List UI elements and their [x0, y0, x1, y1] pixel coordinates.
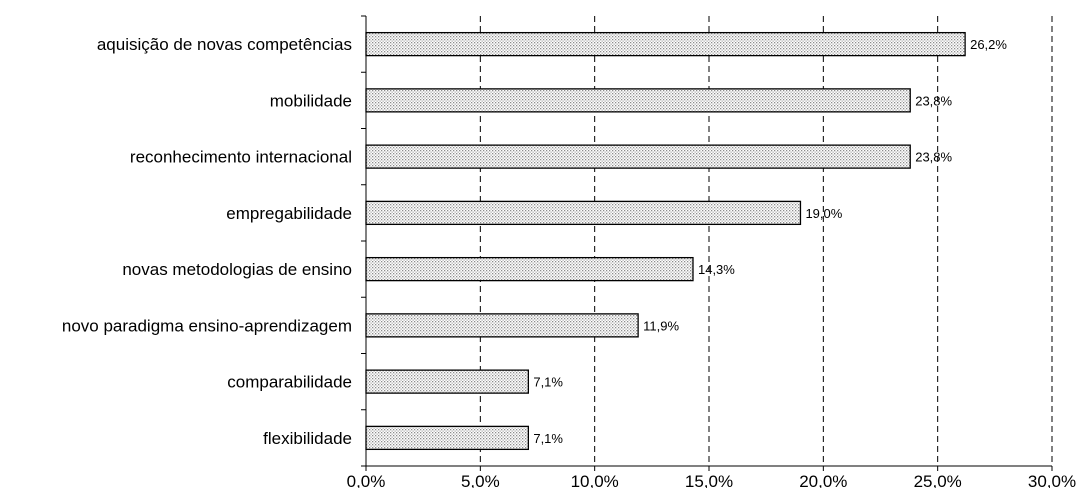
category-label-0: aquisição de novas competências [97, 35, 352, 54]
value-label-3: 19,0% [805, 206, 842, 221]
category-label-5: novo paradigma ensino-aprendizagem [62, 316, 352, 335]
category-label-4: novas metodologias de ensino [122, 260, 352, 279]
value-label-6: 7,1% [533, 375, 563, 390]
category-label-2: reconhecimento internacional [130, 148, 352, 167]
category-label-3: empregabilidade [226, 204, 352, 223]
bar-1 [365, 88, 911, 113]
bar-3 [365, 200, 802, 226]
x-tick-label-0: 0,0% [347, 472, 386, 488]
x-tick-label-4: 20,0% [799, 472, 847, 488]
gridlines [479, 16, 1053, 466]
x-tick-label-1: 5,0% [461, 472, 500, 488]
bars [365, 31, 966, 451]
bar-4 [365, 256, 694, 282]
category-label-1: mobilidade [270, 91, 352, 110]
bar-6 [365, 369, 530, 394]
category-label-7: flexibilidade [263, 429, 352, 448]
value-label-7: 7,1% [533, 431, 563, 446]
x-tick-label-3: 15,0% [685, 472, 733, 488]
value-label-5: 11,9% [643, 318, 679, 333]
x-tick-label-2: 10,0% [571, 472, 619, 488]
value-label-2: 23,8% [915, 150, 952, 165]
category-label-6: comparabilidade [227, 373, 352, 392]
value-label-0: 26,2% [970, 37, 1007, 52]
bar-2 [365, 144, 911, 169]
value-label-4: 14,3% [698, 262, 735, 277]
x-tick-label-6: 30,0% [1028, 472, 1076, 488]
axes [361, 15, 1053, 471]
bar-0 [365, 31, 966, 57]
x-tick-label-5: 25,0% [914, 472, 962, 488]
bar-5 [365, 313, 639, 338]
labels: aquisição de novas competências 26,2% mobi… [62, 35, 1076, 491]
bar-7 [365, 425, 530, 451]
value-label-1: 23,8% [915, 93, 952, 108]
